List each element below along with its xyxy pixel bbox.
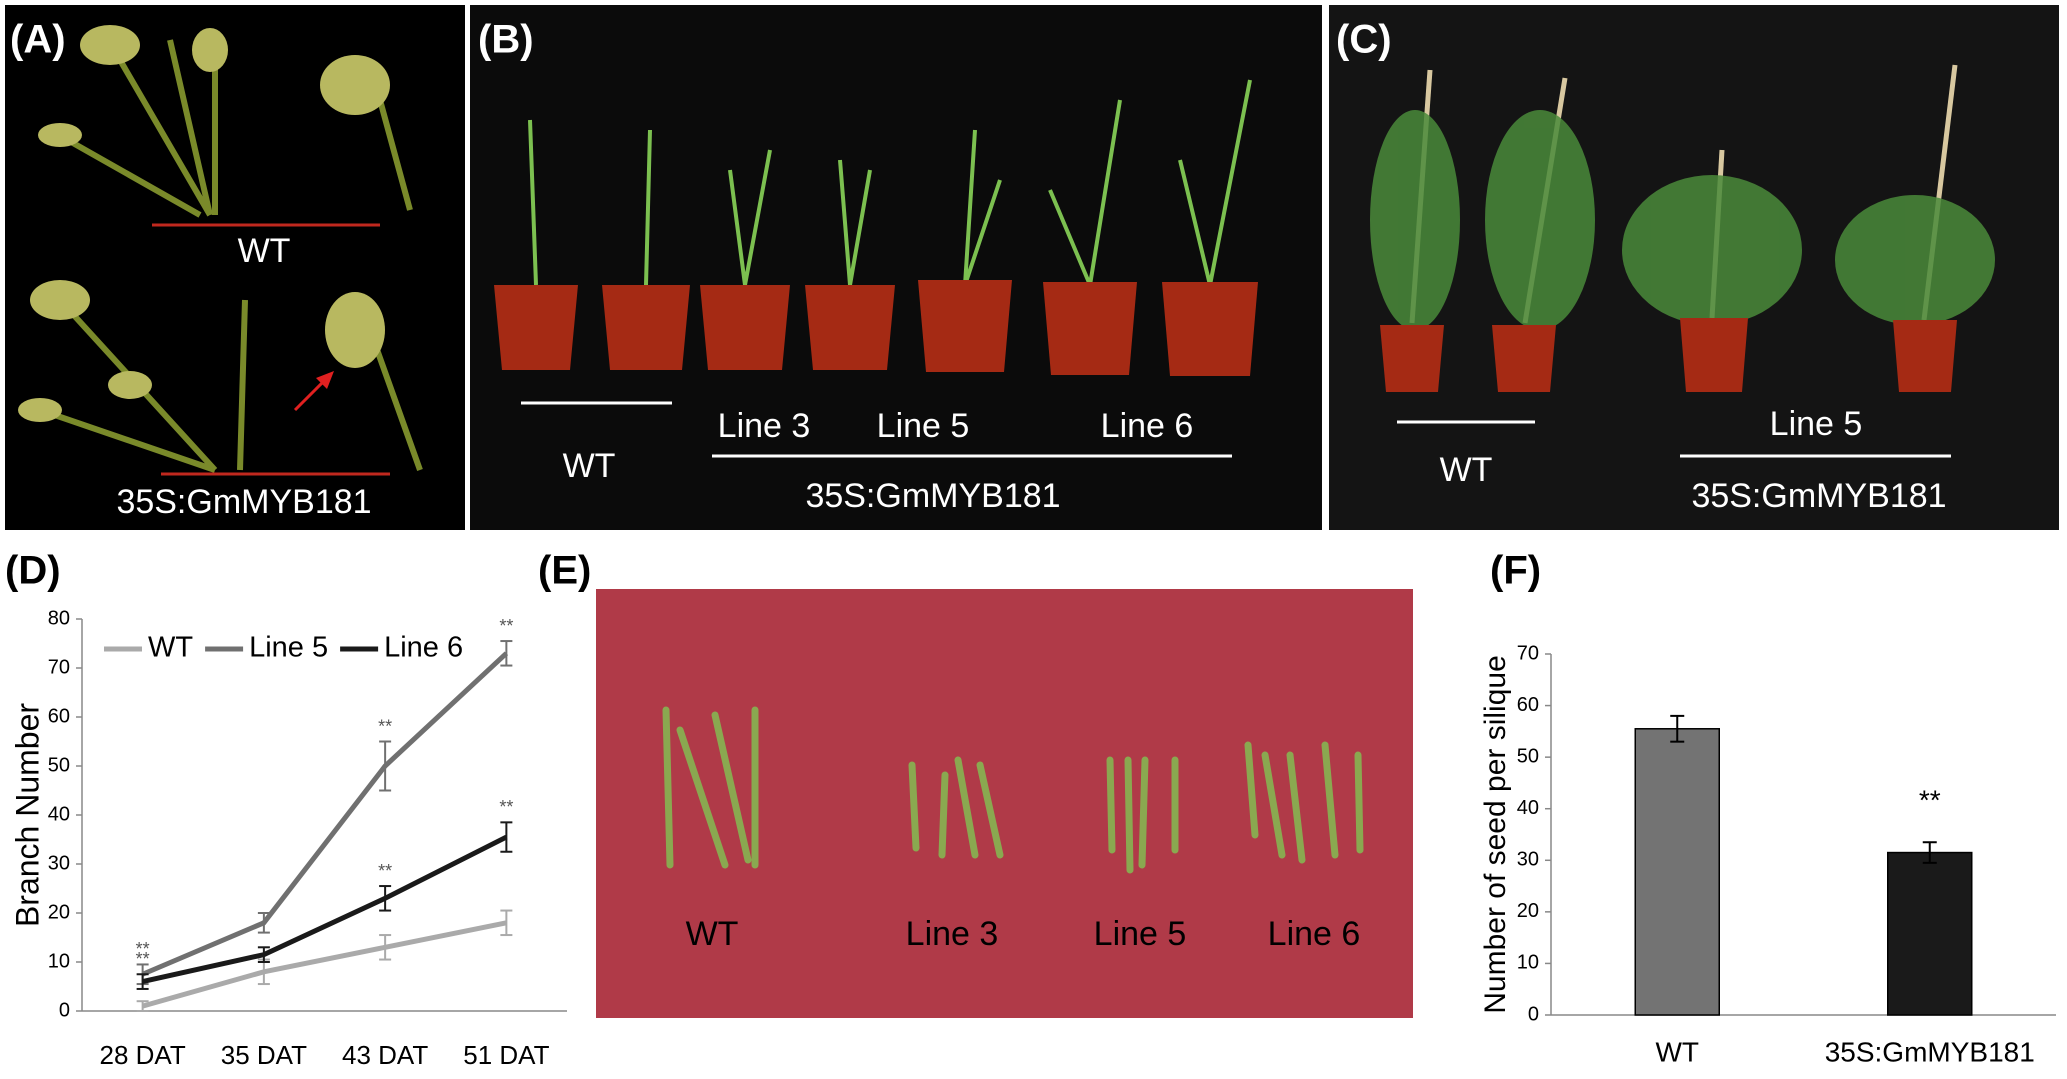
- significance: **: [499, 616, 513, 636]
- series-line: [141, 920, 507, 1009]
- y-tick-label: 70: [48, 656, 70, 678]
- series-line: [141, 651, 509, 977]
- panel-b: (B) WT Line 3 Line 5 Line 6 35S:GmMYB181: [470, 5, 1322, 530]
- significance: **: [136, 939, 150, 959]
- bar: [1887, 851, 1973, 1016]
- y-tick-label: 0: [1528, 1003, 1539, 1025]
- photo: [596, 589, 1413, 1018]
- y-tick-label: 20: [48, 901, 70, 923]
- flowers: [18, 25, 390, 422]
- y-tick-label: 30: [1517, 849, 1539, 871]
- significance: **: [1919, 785, 1941, 816]
- caption: 35S:GmMYB181: [805, 477, 1060, 515]
- y-tick-label: 70: [1517, 642, 1539, 664]
- siliques: [662, 706, 1364, 874]
- x-tick-label: 51 DAT: [463, 1040, 549, 1070]
- caption: WT: [563, 447, 616, 485]
- legend-label: Line 6: [384, 632, 463, 664]
- y-tick-label: 60: [1517, 694, 1539, 716]
- significance: **: [136, 949, 150, 969]
- y-tick-label: 20: [1517, 900, 1539, 922]
- y-tick-label: 40: [48, 803, 70, 825]
- y-axis-label: Branch Number: [9, 703, 45, 927]
- caption: Line 3: [718, 407, 811, 445]
- legend-label: Line 5: [249, 632, 328, 664]
- panel-label: (E): [538, 549, 591, 593]
- y-tick-label: 10: [1517, 952, 1539, 974]
- caption: Line 5: [877, 407, 970, 445]
- y-tick-label: 30: [48, 852, 70, 874]
- bar: [1634, 728, 1720, 1016]
- panel-c: (C) WT Line 5 35S:GmMYB181: [1329, 5, 2059, 530]
- caption: WT: [1440, 451, 1493, 489]
- pots: [1380, 318, 1957, 392]
- y-tick-label: 80: [48, 607, 70, 629]
- significance: **: [378, 861, 392, 881]
- caption: 35S:GmMYB181: [116, 483, 371, 521]
- panel-label: (F): [1490, 549, 1541, 593]
- series-line: [142, 834, 508, 985]
- plants: [528, 79, 1252, 286]
- significance: **: [378, 716, 392, 736]
- panel-a: (A) WT 35S:GmMYB181: [5, 5, 465, 530]
- y-tick-label: 10: [48, 950, 70, 972]
- photo: [470, 5, 1322, 530]
- arrow-head: [316, 371, 334, 389]
- caption: Line 5: [1770, 405, 1863, 443]
- x-tick-label: 28 DAT: [100, 1040, 186, 1070]
- caption: WT: [686, 915, 739, 953]
- panel-e: (E) WT Line 3 Line 5 Line 6: [538, 549, 1413, 1018]
- x-tick-label: 35S:GmMYB181: [1825, 1036, 2035, 1067]
- caption: Line 6: [1268, 915, 1361, 953]
- panel-label: (B): [478, 18, 534, 62]
- y-tick-label: 0: [59, 999, 70, 1021]
- panel-label: (C): [1336, 18, 1392, 62]
- x-tick-label: 35 DAT: [221, 1040, 307, 1070]
- significance: **: [499, 797, 513, 817]
- legend-label: WT: [148, 632, 193, 664]
- y-axis-label: Number of seed per silique: [1479, 655, 1512, 1014]
- y-tick-label: 50: [48, 754, 70, 776]
- caption: Line 6: [1101, 407, 1194, 445]
- caption: Line 3: [906, 915, 999, 953]
- photo: [5, 5, 465, 530]
- panel-label: (A): [10, 18, 66, 62]
- y-tick-label: 50: [1517, 745, 1539, 767]
- panel-label: (D): [5, 549, 61, 593]
- x-tick-label: WT: [1655, 1036, 1699, 1067]
- x-tick-label: 43 DAT: [342, 1040, 428, 1070]
- foliage: [1370, 110, 1995, 330]
- caption: 35S:GmMYB181: [1691, 477, 1946, 515]
- caption: Line 5: [1094, 915, 1187, 953]
- pots: [494, 280, 1258, 376]
- y-tick-label: 40: [1517, 797, 1539, 819]
- caption: WT: [238, 232, 291, 270]
- y-tick-label: 60: [48, 705, 70, 727]
